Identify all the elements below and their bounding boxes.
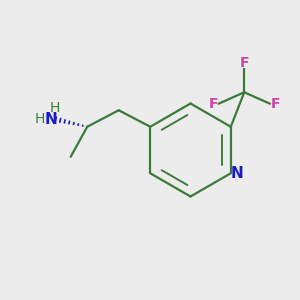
- Text: N: N: [231, 166, 244, 181]
- Text: F: F: [208, 97, 218, 111]
- Text: F: F: [270, 97, 280, 111]
- Text: N: N: [45, 112, 58, 127]
- Text: H: H: [34, 112, 45, 126]
- Text: H: H: [50, 101, 60, 115]
- Text: F: F: [239, 56, 249, 70]
